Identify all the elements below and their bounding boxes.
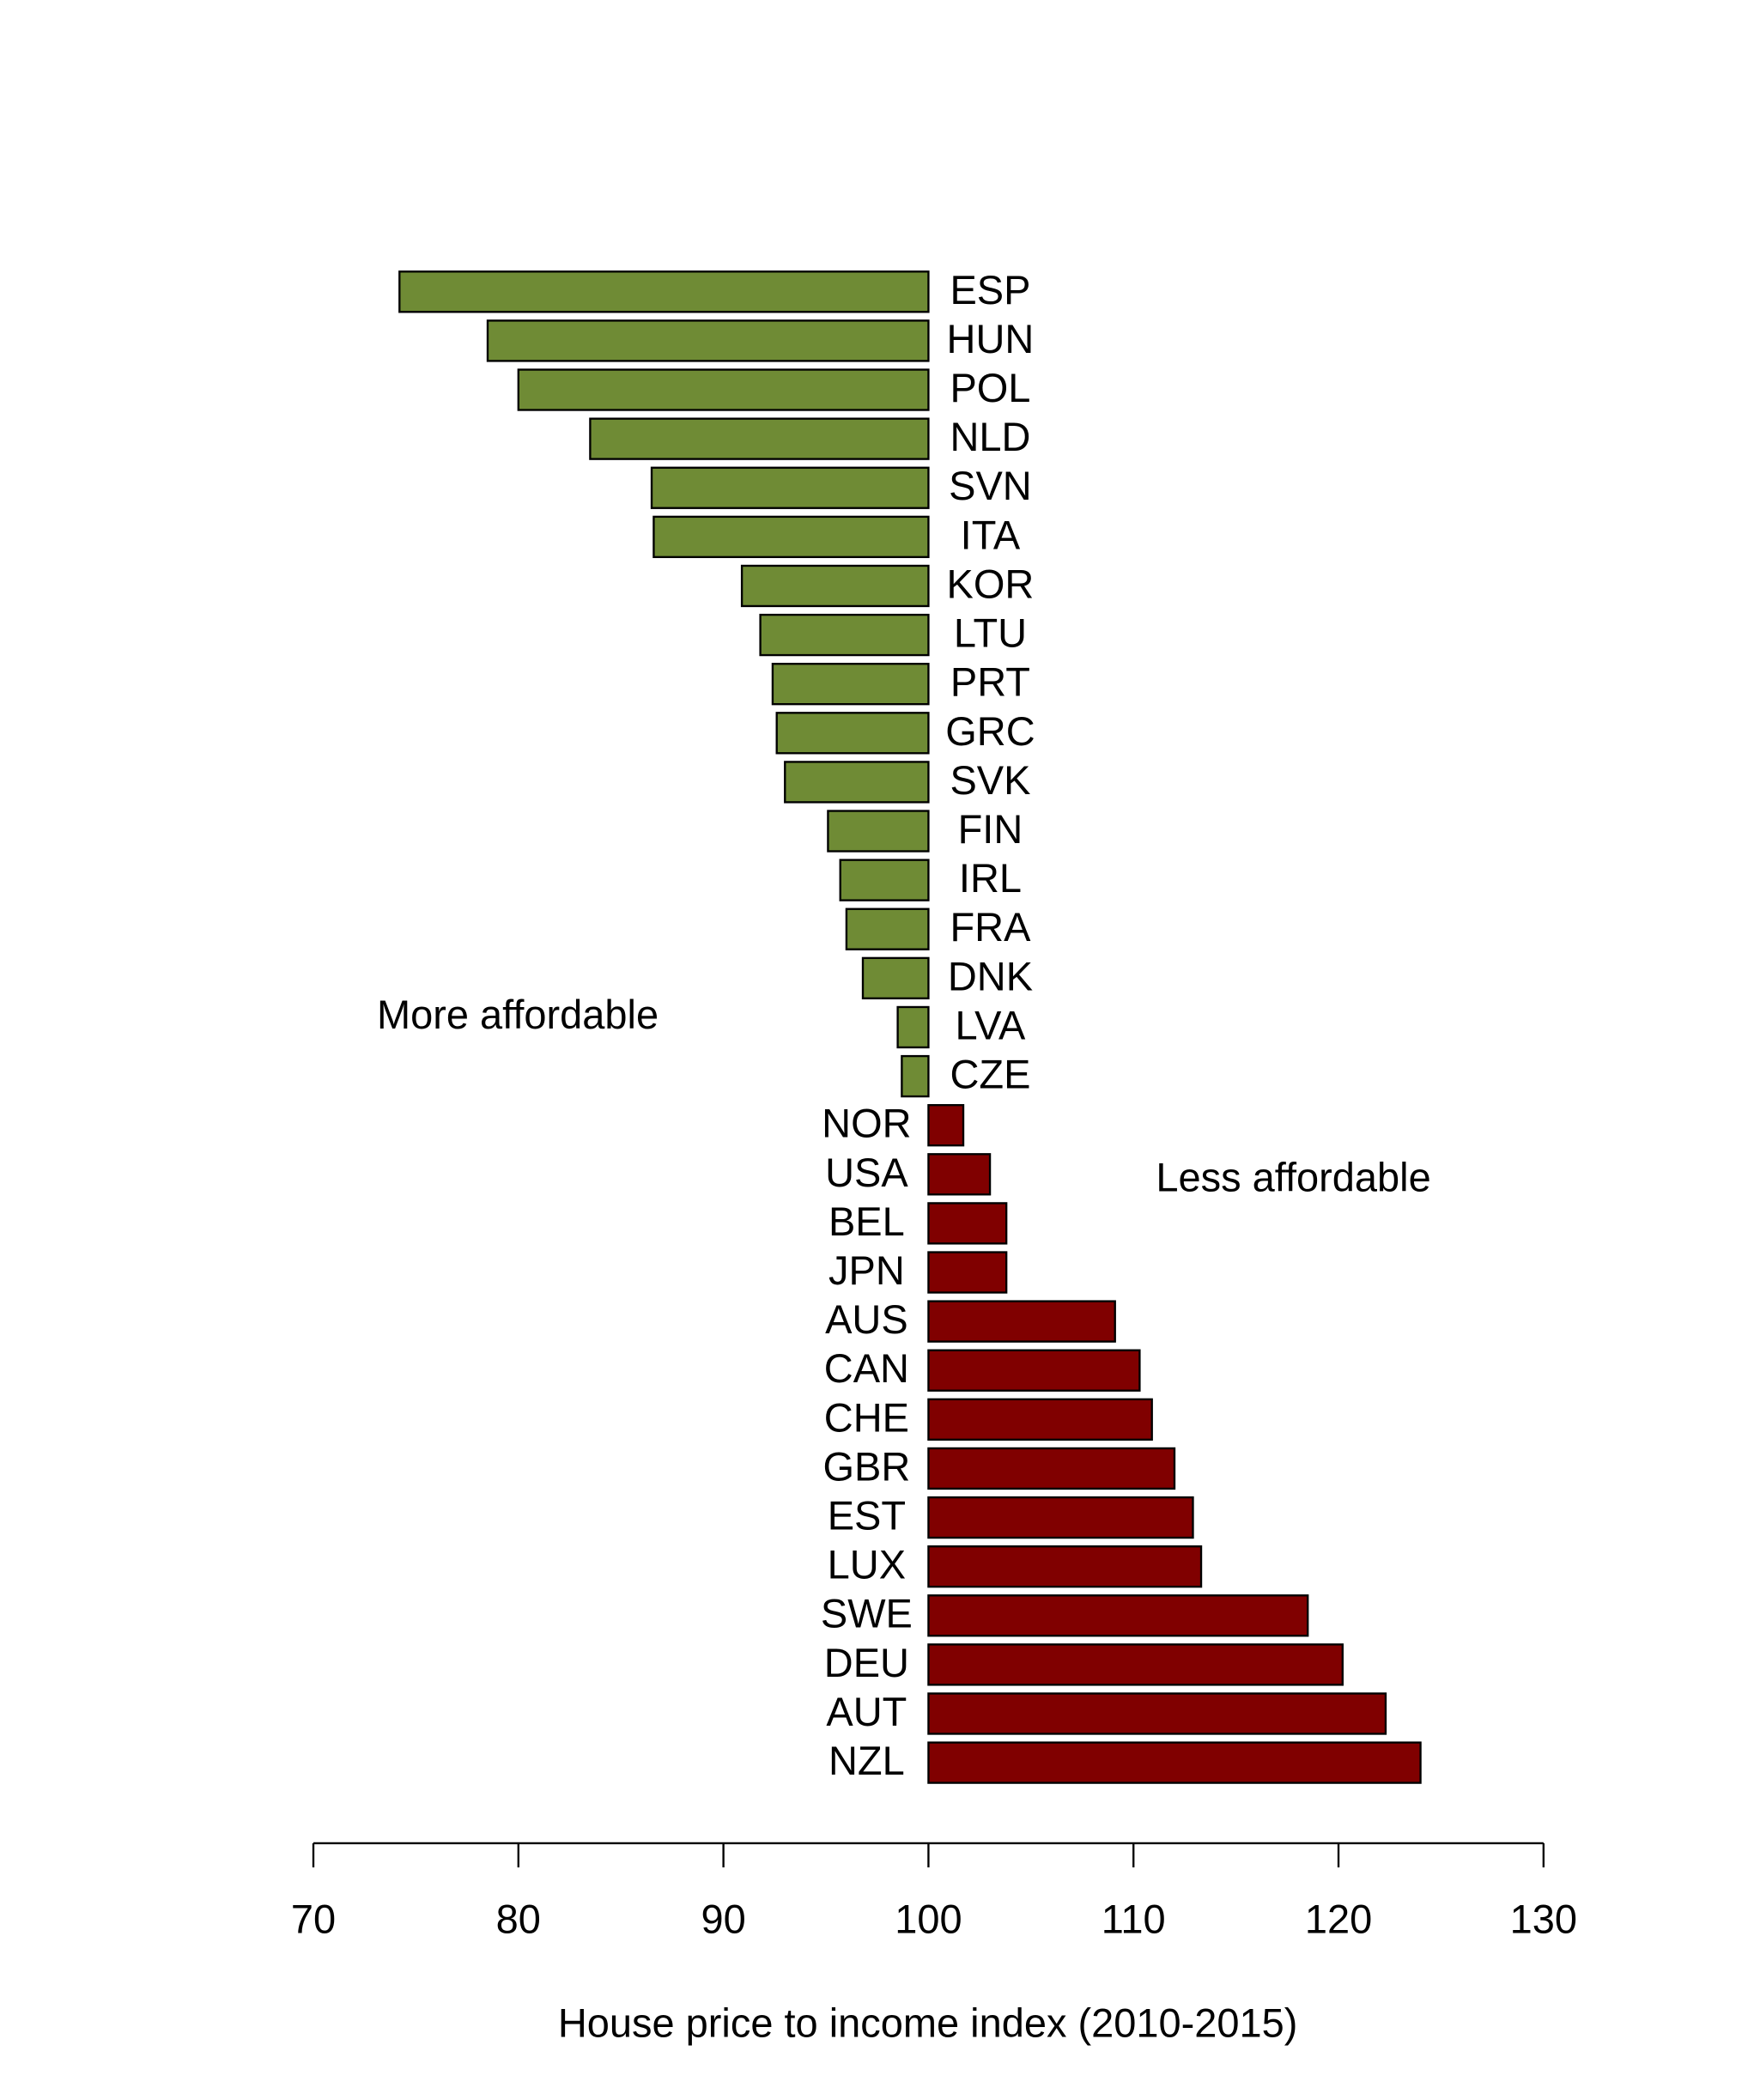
bar [784, 761, 930, 804]
bar [927, 1251, 1008, 1294]
category-label: GBR [822, 1443, 910, 1489]
bar [827, 810, 930, 853]
x-tick-label: 90 [701, 1897, 745, 1942]
bar [896, 1005, 930, 1049]
bar [927, 1643, 1344, 1686]
bar [927, 1692, 1387, 1735]
category-label: AUS [825, 1296, 908, 1342]
bar [927, 1349, 1141, 1392]
bar [486, 319, 930, 362]
x-tick-label: 130 [1510, 1897, 1577, 1942]
category-label: IRL [959, 855, 1022, 901]
category-label: ESP [950, 267, 1030, 313]
bar [927, 1398, 1153, 1441]
category-label: NLD [950, 414, 1030, 459]
bar [650, 466, 930, 509]
bar [759, 613, 930, 657]
category-label: ITA [961, 512, 1021, 557]
category-label: GRC [945, 708, 1035, 754]
bar [517, 368, 930, 411]
category-label: PRT [950, 659, 1030, 705]
category-label: FRA [950, 904, 1031, 950]
category-label: NOR [822, 1101, 911, 1146]
category-label: CZE [950, 1052, 1030, 1097]
x-tick-label: 80 [496, 1897, 541, 1942]
bar [927, 1496, 1194, 1539]
category-label: POL [950, 365, 1030, 410]
bar [927, 1545, 1203, 1588]
category-label: BEL [828, 1199, 905, 1244]
category-label: SWE [821, 1591, 913, 1636]
category-label: FIN [958, 806, 1023, 852]
category-label: LVA [956, 1002, 1026, 1047]
bar [927, 1202, 1008, 1245]
category-label: JPN [828, 1247, 905, 1293]
category-label: SVN [949, 463, 1032, 508]
bar [775, 712, 930, 755]
category-label: NZL [828, 1738, 905, 1783]
bar [740, 564, 930, 608]
bar [927, 1594, 1309, 1637]
x-tick-label: 120 [1305, 1897, 1372, 1942]
category-label: CHE [824, 1394, 909, 1440]
category-label: LUX [828, 1542, 906, 1587]
category-label: KOR [947, 561, 1035, 606]
bar [927, 1153, 992, 1196]
bar [927, 1300, 1116, 1343]
bar [861, 956, 930, 1000]
category-label: LTU [954, 610, 1027, 656]
x-tick-label: 100 [895, 1897, 962, 1942]
bar [771, 663, 930, 706]
bar [845, 907, 930, 950]
bar [652, 515, 930, 559]
bar [927, 1447, 1176, 1490]
category-label: EST [828, 1493, 906, 1539]
x-tick-label: 110 [1102, 1897, 1166, 1942]
category-label: HUN [947, 316, 1035, 361]
category-label: CAN [824, 1345, 909, 1391]
bar [839, 859, 930, 901]
bar [901, 1054, 930, 1098]
category-label: USA [825, 1150, 908, 1195]
category-label: DEU [824, 1640, 909, 1685]
annotation: Less affordable [1156, 1154, 1430, 1199]
category-label: AUT [826, 1689, 907, 1734]
category-label: SVK [950, 757, 1030, 803]
bar [927, 1104, 965, 1147]
bar [927, 1741, 1422, 1784]
bar [589, 417, 930, 460]
x-axis-title: House price to income index (2010-2015) [558, 2000, 1298, 2045]
bar [398, 270, 930, 313]
category-label: DNK [948, 953, 1033, 998]
x-tick-label: 70 [291, 1897, 336, 1942]
annotation: More affordable [377, 992, 659, 1037]
